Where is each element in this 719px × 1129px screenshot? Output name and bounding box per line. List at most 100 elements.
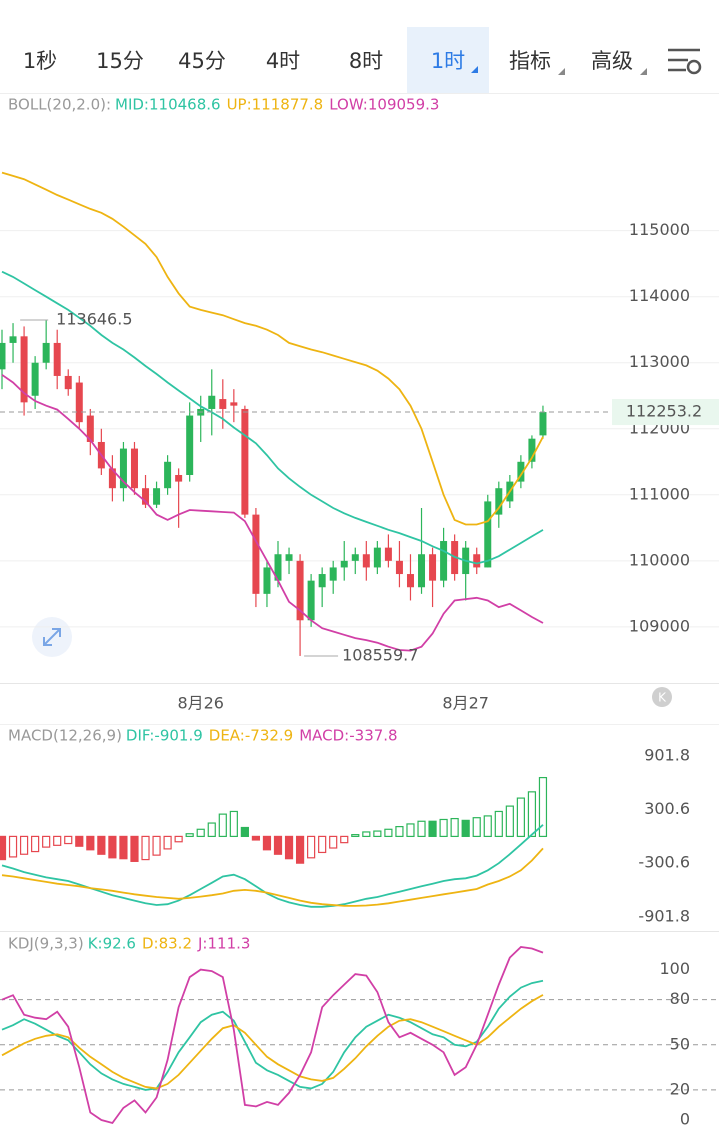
tab[interactable]: 8时 xyxy=(349,49,383,73)
candle-body xyxy=(53,342,61,376)
tab[interactable]: 1时 xyxy=(431,49,465,73)
macd-bar xyxy=(218,813,227,838)
collapse-button[interactable] xyxy=(652,687,672,707)
y-tick-label: 901.8 xyxy=(644,746,690,765)
tab[interactable]: 指标 xyxy=(509,49,551,73)
y-tick-label: 113000 xyxy=(629,352,690,371)
candle-body xyxy=(9,336,17,343)
boll-line xyxy=(1,270,544,565)
candle-body xyxy=(219,399,227,409)
macd-bar xyxy=(505,805,514,838)
y-tick-label: 110000 xyxy=(629,550,690,569)
candle-body xyxy=(418,554,426,588)
legend-title: KDJ(9,3,3) xyxy=(8,935,84,953)
candle-body xyxy=(130,448,138,489)
macd-bar xyxy=(185,833,194,838)
macd-bar xyxy=(240,826,249,838)
dropdown-caret xyxy=(558,68,565,75)
y-tick-label: 100 xyxy=(659,959,690,978)
macd-bar xyxy=(450,817,459,838)
macd-bar xyxy=(273,835,283,855)
macd-bar xyxy=(295,835,305,864)
macd-bar xyxy=(0,835,7,861)
candle-body xyxy=(384,547,392,561)
expand-icon xyxy=(43,628,61,646)
candle-body xyxy=(108,468,116,489)
macd-bar xyxy=(86,835,95,851)
legend-title: MACD(12,26,9) xyxy=(8,727,122,745)
candle-body xyxy=(274,554,282,581)
macd-bar xyxy=(417,820,426,838)
candle-body xyxy=(75,382,83,423)
price-tag xyxy=(612,399,719,426)
candle-body xyxy=(164,461,172,489)
settings-icon[interactable] xyxy=(668,48,702,75)
macd-bar xyxy=(262,835,272,851)
macd-bar xyxy=(329,835,338,849)
legend-entry: LOW:109059.3 xyxy=(329,96,439,114)
candle-body xyxy=(373,547,381,568)
macd-bar xyxy=(207,822,216,838)
macd-bar xyxy=(351,834,360,838)
candle-body xyxy=(175,474,183,482)
candle-body xyxy=(0,342,6,370)
indicator-line xyxy=(1,979,544,1091)
macd-bar xyxy=(472,817,481,838)
candle-body xyxy=(484,501,492,568)
macd-bar xyxy=(340,835,349,844)
x-tick-label: 8月26 xyxy=(177,694,224,713)
macd-bar xyxy=(461,819,470,838)
macd-bar xyxy=(97,835,106,855)
macd-bar xyxy=(527,791,537,838)
candle-body xyxy=(495,488,503,515)
y-tick-label: 50 xyxy=(670,1034,690,1053)
tab[interactable]: 45分 xyxy=(178,49,226,73)
candle-body xyxy=(517,461,525,482)
candle-body xyxy=(285,554,293,561)
legend-title: BOLL(20,2.0): xyxy=(8,96,111,114)
indicator-line xyxy=(1,946,544,1125)
legend-entry: DIF:-901.9 xyxy=(126,727,203,745)
macd-bar xyxy=(395,826,404,838)
tab[interactable]: 4时 xyxy=(266,49,300,73)
candle-body xyxy=(241,408,249,515)
candle-body xyxy=(539,412,547,436)
y-tick-label: 109000 xyxy=(629,616,690,635)
tab[interactable]: 高级 xyxy=(591,49,633,73)
candle-body xyxy=(329,567,337,581)
candle-body xyxy=(208,395,216,409)
macd-bar xyxy=(284,835,294,860)
candle-body xyxy=(307,580,315,621)
candle-body xyxy=(362,554,370,568)
macd-bar xyxy=(229,810,238,838)
tab[interactable]: 1秒 xyxy=(23,49,57,73)
candle-body xyxy=(296,560,304,621)
macd-bar xyxy=(494,810,503,838)
candle-body xyxy=(20,336,28,403)
boll-line xyxy=(1,374,544,652)
y-tick-label: 111000 xyxy=(629,484,690,503)
macd-bar xyxy=(384,828,393,838)
macd-bar xyxy=(8,835,18,858)
panel: 0 20 50 80 100 KDJ(9,3,3) K:92.6 D:83.2 J:111.3 xyxy=(0,935,719,1128)
macd-bar xyxy=(428,820,437,838)
macd-bar xyxy=(483,815,492,838)
selected-tab-bg xyxy=(407,27,489,93)
dropdown-caret xyxy=(471,66,478,73)
macd-bar xyxy=(64,835,73,845)
indicator-line xyxy=(1,994,544,1090)
macd-bar xyxy=(516,797,525,838)
y-tick-label: 300.6 xyxy=(644,799,690,818)
collapse-icon: K xyxy=(658,691,667,705)
macd-bar xyxy=(42,835,51,848)
y-tick-label: 114000 xyxy=(629,286,690,305)
legend-entry: D:83.2 xyxy=(142,935,192,953)
macd-bar xyxy=(251,835,261,841)
legend-entry: MID:110468.6 xyxy=(115,96,221,114)
dropdown-caret xyxy=(640,68,647,75)
candle-body xyxy=(340,560,348,568)
indicator-line xyxy=(1,847,544,907)
tab[interactable]: 15分 xyxy=(96,49,144,73)
